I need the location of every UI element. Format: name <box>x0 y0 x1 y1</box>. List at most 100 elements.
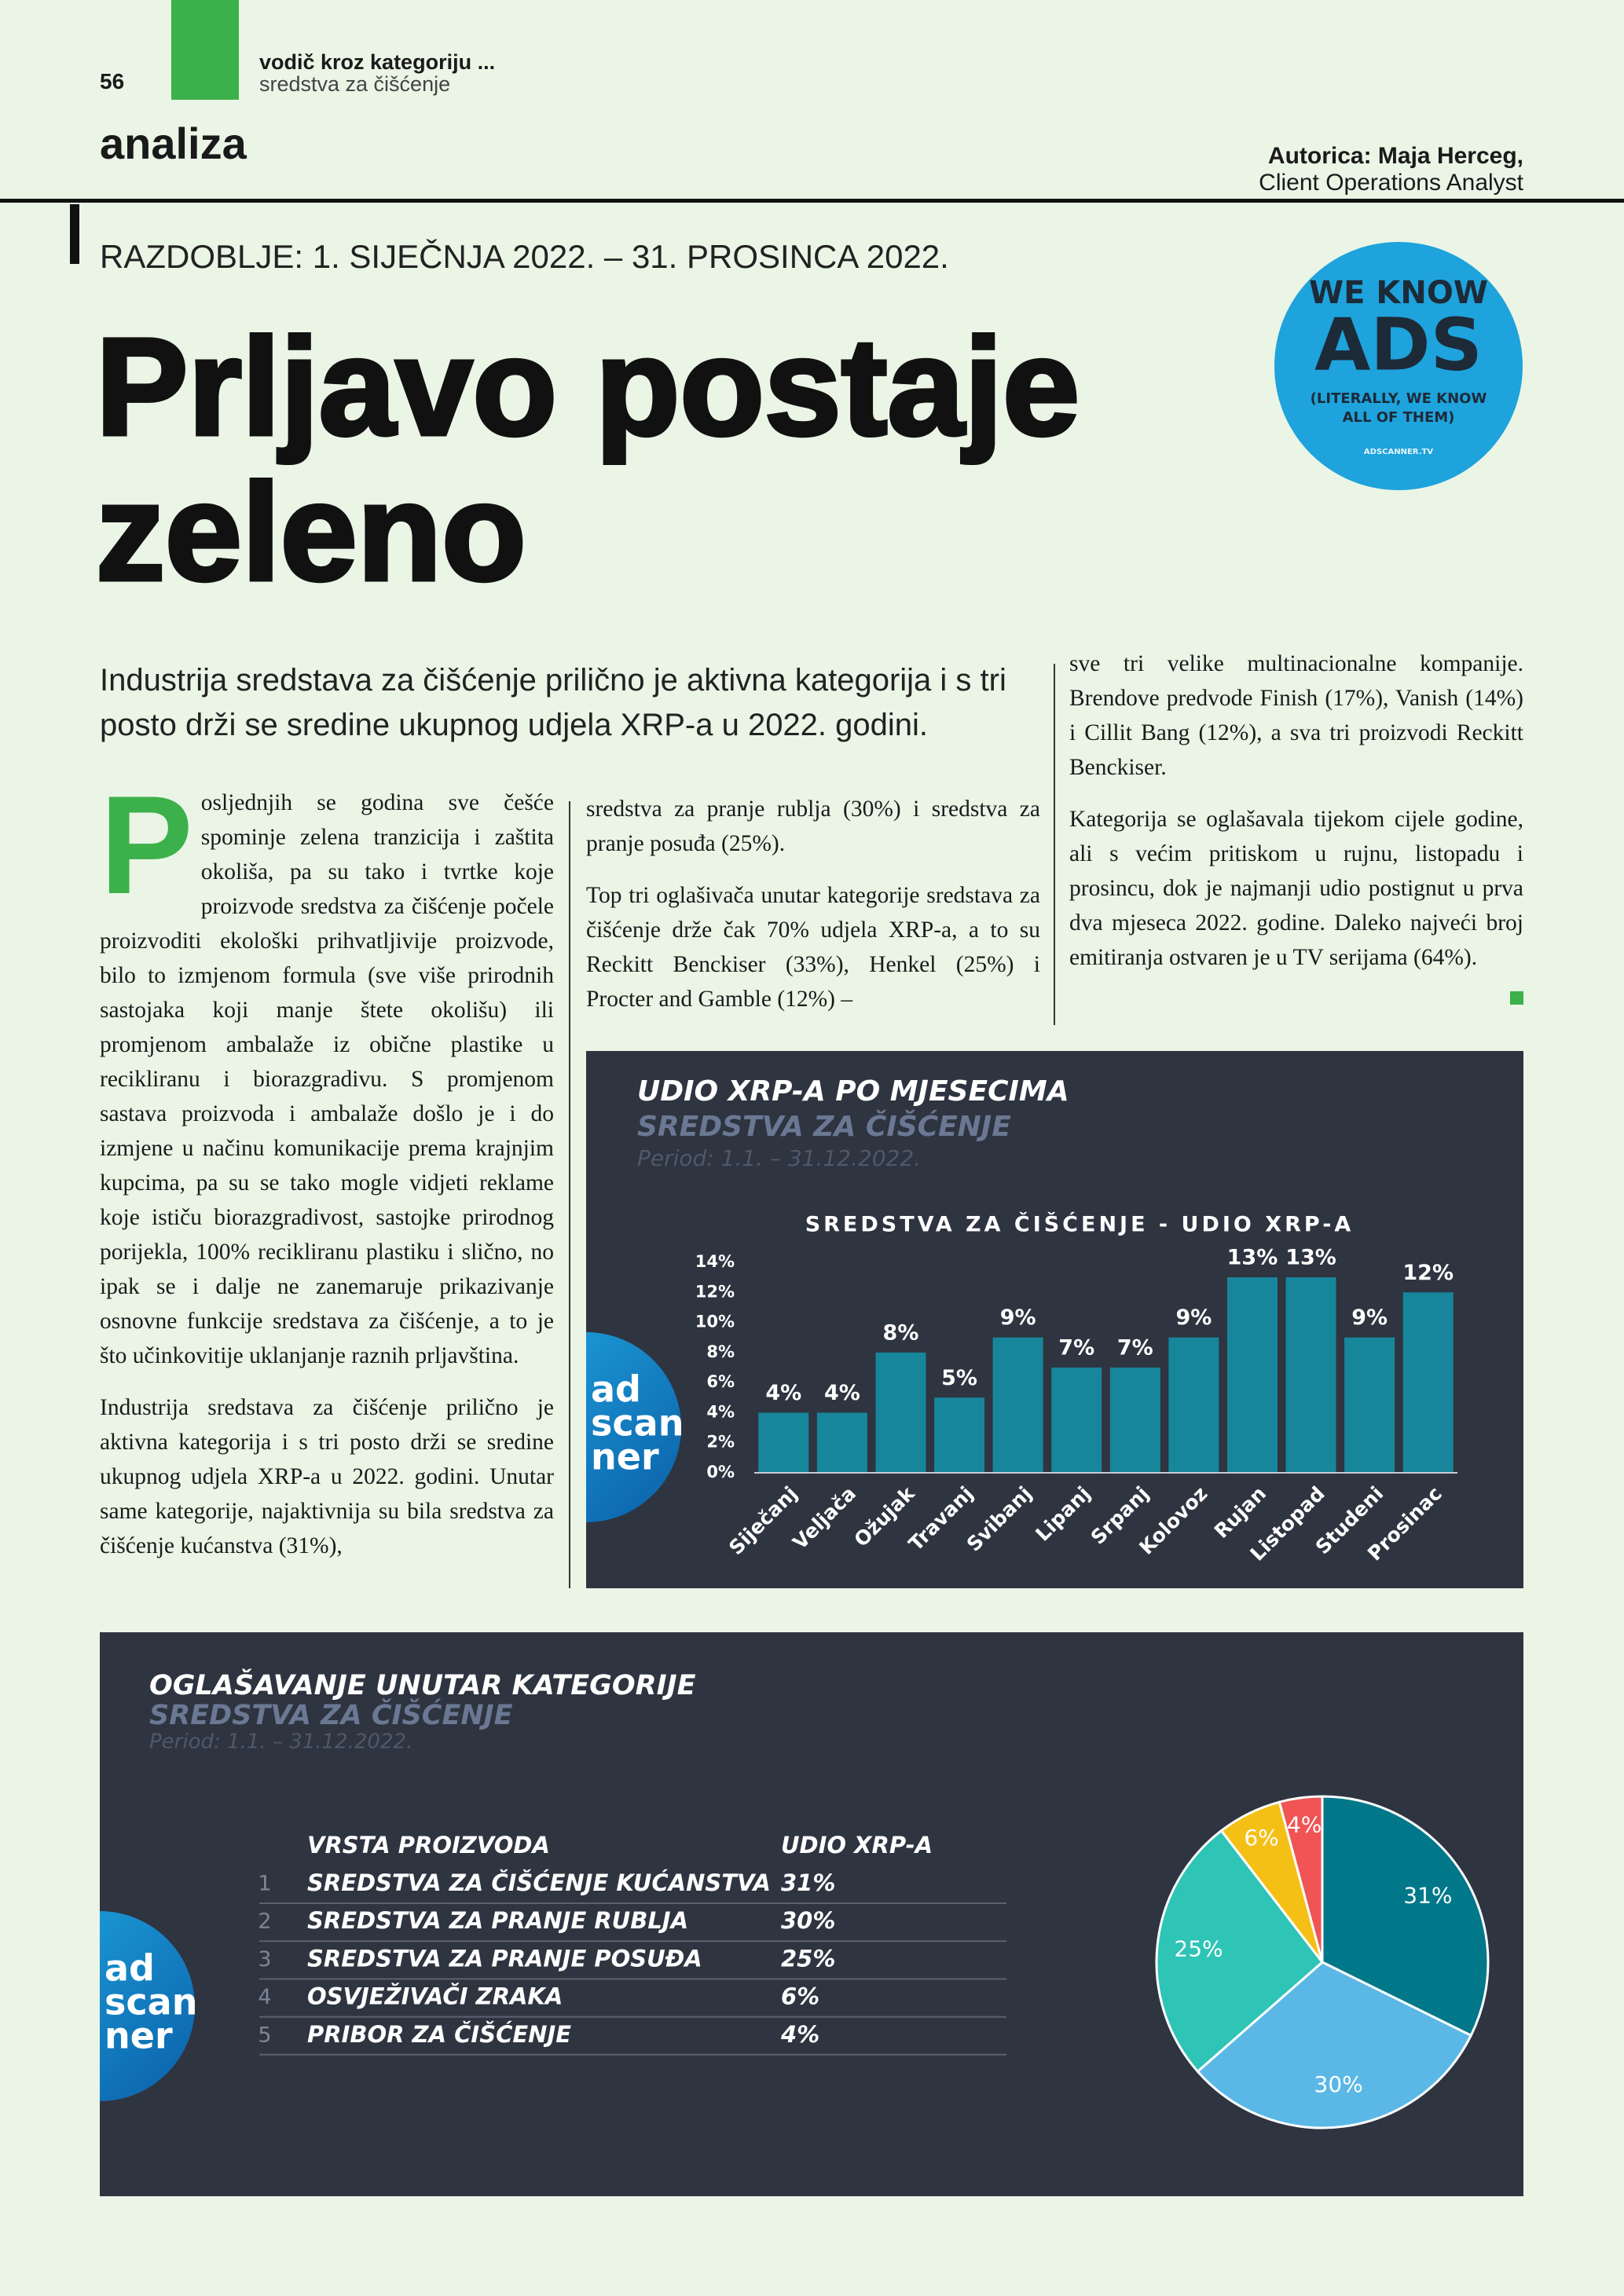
bar <box>934 1397 985 1473</box>
bar <box>1051 1368 1102 1473</box>
author-role: Client Operations Analyst <box>1259 170 1523 196</box>
end-mark <box>1510 991 1523 1005</box>
badge-text: WE KNOW <box>1309 275 1488 311</box>
y-tick-label: 4% <box>706 1402 735 1421</box>
logo-text: ner <box>104 2015 173 2057</box>
pie-slice <box>1321 1795 1490 2038</box>
chart-title: UDIO XRP-A PO MJESECIMA <box>637 1075 1069 1108</box>
value-label: 12% <box>1402 1261 1454 1285</box>
row-number: 3 <box>258 1947 271 1972</box>
value-label: 4% <box>824 1381 860 1405</box>
row-value: 30% <box>781 1907 835 1934</box>
lead: Industrija sredstava za čišćenje priličn… <box>100 663 1006 742</box>
logo-text: ner <box>591 1436 659 1478</box>
pie-slice <box>1278 1795 1324 1963</box>
bar <box>1285 1277 1336 1473</box>
y-tick-label: 8% <box>706 1342 735 1361</box>
column-rule <box>1054 664 1055 1025</box>
section: analiza <box>100 119 247 168</box>
value-label: 4% <box>765 1381 801 1405</box>
pie-slice <box>1155 1829 1325 2074</box>
y-tick-label: 10% <box>695 1313 735 1331</box>
bar <box>1168 1337 1219 1473</box>
paragraph: sve tri velike multinacionalne kompanije… <box>1069 651 1523 780</box>
value-label: 5% <box>941 1366 977 1390</box>
column-rule <box>569 801 570 1588</box>
logo-text: ad <box>591 1368 641 1411</box>
headline: zeleno <box>94 456 529 610</box>
value-label: 7% <box>1058 1336 1094 1360</box>
badge-text: (LITERALLY, WE KNOW <box>1311 390 1487 407</box>
author: Autorica: Maja Herceg, <box>1267 143 1523 169</box>
logo-circle <box>100 1911 195 2101</box>
paragraph: sredstva za pranje rublja (30%) i sredst… <box>586 796 1040 856</box>
value-label: 13% <box>1227 1246 1278 1270</box>
y-tick-label: 0% <box>706 1463 735 1481</box>
badge-text: ADS <box>1314 302 1483 386</box>
bar <box>1402 1292 1454 1473</box>
bar <box>758 1412 809 1473</box>
drop-cap: P <box>100 767 193 923</box>
row-number: 1 <box>258 1872 271 1896</box>
row-label: SREDSTVA ZA PRANJE POSUĐA <box>307 1945 702 1972</box>
headline: Prljavo postaje <box>93 310 1081 464</box>
chart-note: Period: 1.1. – 31.12.2022. <box>149 1730 412 1754</box>
paragraph: Industrija sredstava za čišćenje priličn… <box>100 1395 554 1558</box>
logo-text: scan <box>104 1981 197 2023</box>
rule <box>0 199 1624 203</box>
chart-subtitle: SREDSTVA ZA ČIŠĆENJE <box>637 1110 1011 1143</box>
row-value: 25% <box>781 1945 835 1972</box>
bar <box>992 1337 1043 1473</box>
row-number: 5 <box>258 2023 271 2047</box>
value-label: 8% <box>883 1320 919 1345</box>
y-tick-label: 2% <box>706 1433 735 1452</box>
slice-label: 30% <box>1314 2071 1363 2097</box>
row-number: 2 <box>258 1910 271 1934</box>
row-label: PRIBOR ZA ČIŠĆENJE <box>307 2021 571 2048</box>
row-value: 6% <box>781 1983 819 2010</box>
value-label: 13% <box>1285 1246 1336 1270</box>
row-label: OSVJEŽIVAČI ZRAKA <box>307 1983 563 2010</box>
badge-text: ADSCANNER.TV <box>1364 448 1433 456</box>
row-label: SREDSTVA ZA PRANJE RUBLJA <box>307 1907 688 1934</box>
chart-title: OGLAŠAVANJE UNUTAR KATEGORIJE <box>149 1668 696 1701</box>
logo: ad scan ner <box>100 1911 197 2101</box>
bar <box>1226 1277 1278 1473</box>
marker <box>70 204 79 264</box>
y-tick-label: 6% <box>706 1372 735 1391</box>
pie-slice <box>1196 1961 1473 2129</box>
bar <box>1344 1337 1395 1473</box>
column: sve tri velike multinacionalne kompanije… <box>1069 646 1523 992</box>
text: osljednjih se godina sve češće spominje … <box>100 790 554 1368</box>
chart-panel <box>586 1051 1523 1588</box>
y-tick-label: 12% <box>695 1282 735 1301</box>
period: RAZDOBLJE: 1. SIJEČNJA 2022. – 31. PROSI… <box>100 238 949 275</box>
row-value: 4% <box>780 2021 819 2048</box>
page-number: 56 <box>100 69 125 93</box>
table-header: VRSTA PROIZVODA <box>307 1832 550 1858</box>
value-label: 9% <box>1000 1305 1036 1330</box>
logo-circle <box>586 1332 681 1522</box>
slice-label: 4% <box>1287 1811 1322 1837</box>
paragraph: Top tri oglašivača unutar kategorije sre… <box>586 883 1040 1012</box>
plot-title: SREDSTVA ZA ČIŠĆENJE - UDIO XRP-A <box>805 1212 1355 1237</box>
bar <box>875 1352 926 1473</box>
row-value: 31% <box>781 1869 835 1896</box>
y-tick-label: 14% <box>695 1252 735 1271</box>
row-label: SREDSTVA ZA ČIŠĆENJE KUĆANSTVA <box>307 1869 771 1896</box>
value-label: 7% <box>1117 1336 1153 1360</box>
logo-text: ad <box>104 1947 155 1990</box>
chart-subtitle: SREDSTVA ZA ČIŠĆENJE <box>149 1698 513 1731</box>
slice-label: 31% <box>1403 1882 1452 1908</box>
section-sub: sredstva za čišćenje <box>259 72 451 96</box>
badge-text: ALL OF THEM) <box>1343 409 1455 426</box>
badge <box>1274 242 1523 490</box>
logo: ad scan ner <box>586 1332 684 1522</box>
section-top: vodič kroz kategoriju ... <box>259 50 496 74</box>
chart-note: Period: 1.1. – 31.12.2022. <box>637 1145 921 1171</box>
